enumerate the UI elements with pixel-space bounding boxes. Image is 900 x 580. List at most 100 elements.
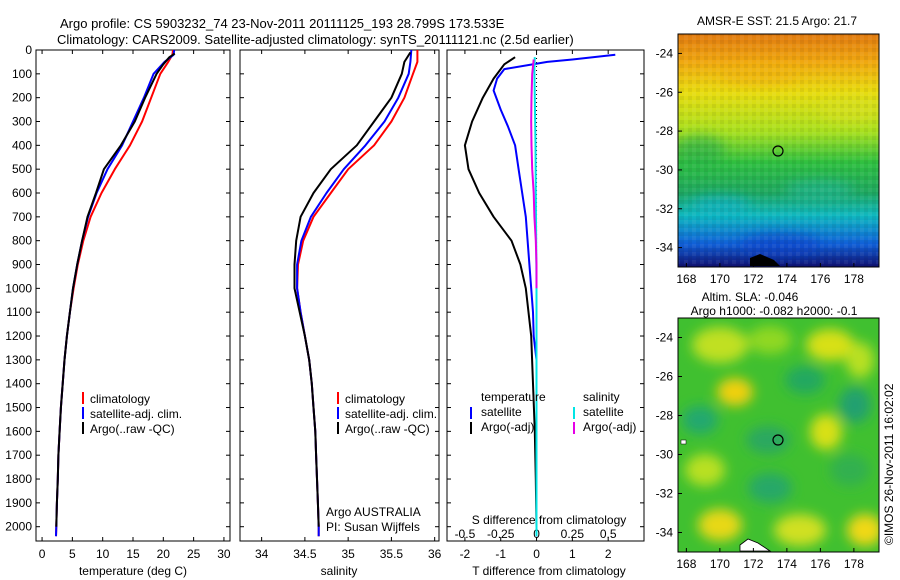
legend-climatology: climatology: [90, 392, 150, 406]
salinity-panel: [239, 49, 440, 542]
map-x-tick-label: 174: [777, 557, 797, 571]
series-line-argo-raw-qc-: [55, 52, 176, 527]
y-tick-label: 300: [12, 115, 32, 129]
difference-xlabel: T difference from climatology: [472, 564, 626, 578]
salinity-legend: climatology satellite-adj. clim. Argo(..…: [326, 392, 437, 534]
map-y-tick-label: -30: [656, 163, 674, 177]
series-line-salinity-argo-adj-: [530, 59, 538, 289]
difference-panel: [446, 49, 645, 542]
argo-annotation-line-2: PI: Susan Wijffels: [326, 520, 420, 534]
x-tick-label: 2: [605, 547, 612, 561]
y-tick-label: 0: [25, 43, 32, 57]
salinity-xlabel: salinity: [321, 564, 358, 578]
map-x-tick-label: 172: [743, 557, 763, 571]
temperature-xlabel: temperature (deg C): [79, 564, 187, 578]
map-x-tick-label: 170: [710, 272, 730, 286]
sla-map-frame: [677, 317, 880, 553]
x-tick-label: 34: [255, 547, 269, 561]
difference-legend: temperature satellite Argo(-adj) salinit…: [470, 390, 636, 434]
x-tick-label: 10: [96, 547, 110, 561]
x-tick-label: 20: [157, 547, 171, 561]
map-y-tick-label: -34: [656, 526, 674, 540]
y-tick-label: 1700: [5, 448, 32, 462]
y-tick-label: 2000: [5, 520, 32, 534]
map-x-tick-label: 168: [676, 557, 696, 571]
x-tick-label: 30: [217, 547, 231, 561]
map-y-tick-label: -32: [656, 487, 674, 501]
x-tick-label: 25: [187, 547, 201, 561]
y-tick-label: 700: [12, 210, 32, 224]
legend-salinity-title: salinity: [583, 390, 620, 404]
x-tick-label: 15: [126, 547, 140, 561]
header-line-2: Climatology: CARS2009. Satellite-adjuste…: [57, 32, 574, 47]
series-line-temperature-argo-adj-: [463, 56, 538, 527]
x-tick-label: 36: [428, 547, 442, 561]
map-y-tick-label: -28: [656, 409, 674, 423]
x-tick-label-2: 0.25: [561, 527, 585, 541]
y-tick-label: 1000: [5, 281, 32, 295]
y-tick-label: 400: [12, 138, 32, 152]
map-x-tick-label: 170: [710, 557, 730, 571]
legend-satellite: satellite-adj. clim.: [345, 407, 437, 421]
x-tick-label-2: -0.25: [487, 527, 515, 541]
map-y-tick-label: -34: [656, 241, 674, 255]
legend-temperature-satellite: satellite: [481, 405, 522, 419]
x-tick-label: -1: [495, 547, 506, 561]
y-tick-label: 600: [12, 186, 32, 200]
legend-climatology: climatology: [345, 392, 405, 406]
x-tick-label-2: 0.5: [600, 527, 617, 541]
y-tick-label: 1400: [5, 377, 32, 391]
legend-temperature-argo: Argo(-adj): [481, 420, 534, 434]
x-tick-label: 35.5: [380, 547, 404, 561]
sst-map-title: AMSR-E SST: 21.5 Argo: 21.7: [697, 14, 857, 28]
map-y-tick-label: -30: [656, 448, 674, 462]
legend-argo: Argo(..raw -QC): [345, 422, 430, 436]
x-tick-label: 0: [533, 547, 540, 561]
sla-argo-marker: [772, 434, 784, 446]
y-tick-label: 1600: [5, 424, 32, 438]
y-tick-label: 1900: [5, 496, 32, 510]
y-tick-label: 200: [12, 91, 32, 105]
x-tick-label: 5: [69, 547, 76, 561]
y-tick-label: 900: [12, 258, 32, 272]
header-line-1: Argo profile: CS 5903232_74 23-Nov-2011 …: [60, 16, 505, 31]
sla-map-title-2: Argo h1000: -0.082 h2000: -0.1: [691, 304, 858, 318]
series-line-climatology: [55, 49, 174, 537]
sla-map: [678, 318, 879, 552]
map-x-tick-label: 178: [844, 557, 864, 571]
y-tick-label: 100: [12, 67, 32, 81]
map-x-tick-label: 176: [810, 272, 830, 286]
map-y-tick-label: -24: [656, 46, 674, 60]
map-y-tick-label: -32: [656, 202, 674, 216]
y-tick-label: 1100: [6, 305, 32, 319]
x-tick-label: 35: [341, 547, 355, 561]
copyright-text: ©IMOS 26-Nov-2011 16:02:02: [882, 383, 896, 545]
map-x-tick-label: 172: [743, 272, 763, 286]
sla-map-title-1: Altim. SLA: -0.046: [702, 290, 799, 304]
sst-argo-marker: [772, 145, 784, 157]
map-y-tick-label: -26: [656, 85, 674, 99]
x-tick-label: 34.5: [293, 547, 317, 561]
y-tick-label: 1800: [5, 472, 32, 486]
y-tick-label: 800: [12, 234, 32, 248]
series-line-argo-raw-qc-: [293, 51, 412, 527]
map-x-tick-label: 178: [844, 272, 864, 286]
x-tick-label-2: -0.5: [455, 527, 476, 541]
series-line-climatology: [296, 50, 419, 537]
temperature-chart: 0 5 10 15 20 25 300100200300400500600700800900…: [5, 43, 231, 561]
x-tick-label: 0: [39, 547, 46, 561]
y-tick-label: 1200: [5, 329, 32, 343]
map-x-tick-label: 176: [810, 557, 830, 571]
map-x-tick-label: 174: [777, 272, 797, 286]
sla-map-axes: 168 170 172 174 176 178 -24 -26 -28 -30 -32 -34: [656, 331, 865, 572]
series-line-temperature-satellite: [492, 53, 616, 537]
difference-xlabel-2: S difference from climatology: [472, 513, 627, 527]
map-y-tick-label: -26: [656, 370, 674, 384]
map-y-tick-label: -24: [656, 331, 674, 345]
argo-annotation-line-1: Argo AUSTRALIA: [326, 505, 421, 519]
series-line-satellite-adj-clim-: [296, 49, 413, 537]
temperature-legend: climatology satellite-adj. clim. Argo(..…: [82, 392, 182, 436]
legend-salinity-satellite: satellite: [583, 405, 624, 419]
salinity-chart: 34 34.5 35 35.5 36: [240, 49, 442, 561]
